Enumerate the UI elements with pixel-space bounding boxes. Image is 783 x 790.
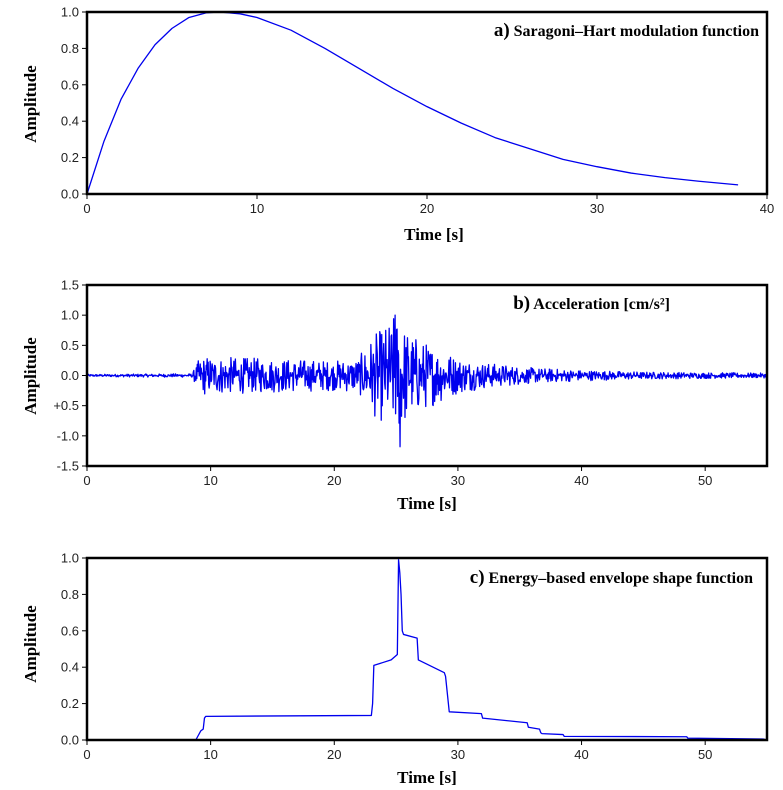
panel-b-xtick-label: 40 <box>574 473 588 488</box>
panel-b-ytick-label: 0.5 <box>61 338 79 353</box>
panel-b-ytick-label: -1.0 <box>57 428 79 443</box>
panel-b-xtick-label: 10 <box>203 473 217 488</box>
panel-b-title-text: Acceleration [cm/s²] <box>533 296 670 313</box>
panel-b: Amplitude Time [s] b) Acceleration [cm/s… <box>21 278 769 513</box>
panel-a-xtick-label: 20 <box>420 201 434 216</box>
panel-b-ytick-label: 0.0 <box>61 368 79 383</box>
panel-b-xlabel: Time [s] <box>397 494 457 513</box>
panel-a: Amplitude Time [s] a) Saragoni–Hart modu… <box>21 5 774 245</box>
panel-c-xtick-label: 30 <box>451 747 465 762</box>
panel-c-title-text: Energy–based envelope shape function <box>489 570 754 587</box>
panel-a-title: a) Saragoni–Hart modulation function <box>494 20 759 41</box>
panel-b-ytick-label: 1.5 <box>61 278 79 293</box>
panel-a-ytick-label: 0.0 <box>61 187 79 202</box>
panel-b-xtick-label: 50 <box>698 473 712 488</box>
panel-b-plot-frame <box>85 283 769 468</box>
panel-b-xtick-label: 20 <box>327 473 341 488</box>
panel-a-ytick-label: 0.6 <box>61 77 79 92</box>
panel-c-xtick-label: 40 <box>574 747 588 762</box>
panel-c-ytick-label: 0.6 <box>61 623 79 638</box>
panel-b-ytick-label: 1.0 <box>61 308 79 323</box>
panel-c-xtick-label: 10 <box>203 747 217 762</box>
panel-a-xtick-label: 10 <box>250 201 264 216</box>
panel-a-ylabel: Amplitude <box>21 65 40 143</box>
panel-c-title: c) Energy–based envelope shape function <box>470 567 753 588</box>
panel-b-xtick-label: 0 <box>83 473 90 488</box>
panel-b-xtick-label: 30 <box>451 473 465 488</box>
panel-c-xtick-label: 50 <box>698 747 712 762</box>
panel-b-title: b) Acceleration [cm/s²] <box>513 293 670 314</box>
panel-a-series-line <box>86 11 739 195</box>
panel-c: Amplitude Time [s] c) Energy–based envel… <box>21 551 769 787</box>
panel-c-ytick-label: 0.4 <box>61 660 79 675</box>
panel-c-ytick-label: 0.8 <box>61 587 79 602</box>
panel-a-xtick-label: 0 <box>83 201 90 216</box>
panel-c-ylabel: Amplitude <box>21 605 40 683</box>
panel-a-ytick-label: 0.4 <box>61 114 79 129</box>
panel-b-letter: b) <box>513 293 530 314</box>
panel-a-letter: a) <box>494 20 510 41</box>
panel-a-xtick-label: 30 <box>590 201 604 216</box>
panel-c-xlabel: Time [s] <box>397 768 457 787</box>
panel-b-ytick-label: +0.5 <box>53 398 79 413</box>
panel-c-xtick-label: 0 <box>83 747 90 762</box>
panel-a-ytick-label: 1.0 <box>61 5 79 20</box>
panel-c-series-line <box>87 559 765 741</box>
panel-c-ytick-label: 0.2 <box>61 696 79 711</box>
panel-a-xlabel: Time [s] <box>404 225 464 244</box>
panel-c-ytick-label: 1.0 <box>61 551 79 566</box>
panel-c-ytick-label: 0.0 <box>61 733 79 748</box>
panel-a-plot-frame <box>85 10 769 196</box>
panel-c-letter: c) <box>470 567 485 588</box>
panel-c-plot-frame <box>85 556 769 742</box>
panel-a-title-text: Saragoni–Hart modulation function <box>514 23 759 40</box>
panel-b-ytick-label: -1.5 <box>57 459 79 474</box>
panel-b-series-line <box>86 314 768 448</box>
panel-a-ytick-label: 0.8 <box>61 41 79 56</box>
panel-c-xtick-label: 20 <box>327 747 341 762</box>
panel-a-ytick-label: 0.2 <box>61 150 79 165</box>
panel-b-ylabel: Amplitude <box>21 337 40 415</box>
panel-a-xtick-label: 40 <box>760 201 774 216</box>
